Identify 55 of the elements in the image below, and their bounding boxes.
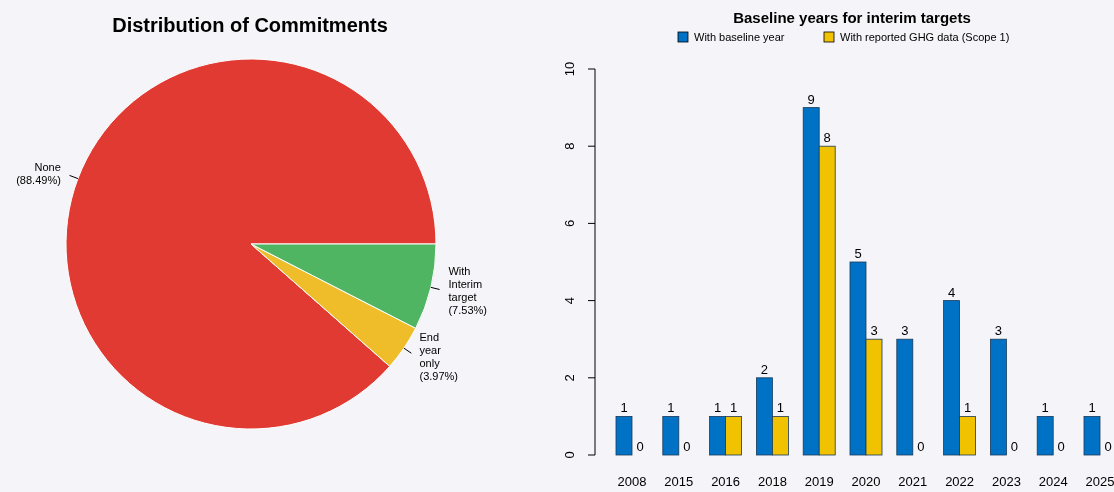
data-label: 2 xyxy=(760,361,769,377)
y-tick-label: 10 xyxy=(562,61,577,77)
x-tick-label: 2015 xyxy=(664,474,694,489)
slice-label: End year only xyxy=(419,330,442,369)
legend-label: With reported GHG data (Scope 1) xyxy=(840,31,1010,43)
x-tick-label: 2020 xyxy=(851,474,881,489)
chart-title: Baseline years for interim targets xyxy=(733,9,971,26)
y-tick-label: 2 xyxy=(562,374,577,382)
data-label: 3 xyxy=(994,323,1003,339)
y-tick-label: 8 xyxy=(562,142,577,150)
bar xyxy=(896,338,914,456)
data-label: (3.97%) xyxy=(419,369,459,382)
x-tick-label: 2022 xyxy=(945,474,975,489)
data-label: 1 xyxy=(963,400,972,416)
x-tick-label: 2025 xyxy=(1085,474,1114,489)
data-label: (7.53%) xyxy=(448,304,487,317)
data-label: 3 xyxy=(901,323,909,339)
data-label: 1 xyxy=(1041,400,1049,416)
bar xyxy=(662,416,680,456)
data-label: 1 xyxy=(620,400,628,416)
x-tick-label: 2019 xyxy=(804,474,834,489)
data-label: 1 xyxy=(1088,400,1096,416)
data-label: 0 xyxy=(1104,439,1112,454)
x-tick-label: 2016 xyxy=(711,474,741,489)
x-tick-label: 2023 xyxy=(991,474,1021,489)
x-tick-label: 2018 xyxy=(757,474,787,489)
data-label: (88.49%) xyxy=(16,174,61,187)
data-label: 1 xyxy=(729,400,738,416)
slice-label: None xyxy=(34,161,61,174)
data-label: 8 xyxy=(823,130,831,146)
data-label: 0 xyxy=(917,439,925,454)
data-label: 0 xyxy=(1057,439,1065,454)
x-tick-label: 2021 xyxy=(898,474,928,489)
bar xyxy=(990,338,1007,456)
data-label: 0 xyxy=(636,439,644,454)
x-tick-label: 2024 xyxy=(1038,474,1068,489)
slice-label: With Interim target xyxy=(448,265,483,304)
data-label: 1 xyxy=(776,400,785,416)
chart-title: Distribution of Commitments xyxy=(112,14,388,36)
y-tick-label: 0 xyxy=(562,451,577,459)
data-label: 0 xyxy=(683,439,691,454)
data-label: 9 xyxy=(807,91,815,107)
data-label: 0 xyxy=(1010,439,1019,454)
legend-label: With baseline year xyxy=(694,31,785,43)
x-tick-label: 2008 xyxy=(617,474,647,489)
data-label: 1 xyxy=(667,400,675,416)
y-tick-label: 6 xyxy=(562,219,577,228)
bar xyxy=(1036,416,1054,456)
data-label: 4 xyxy=(947,284,956,300)
y-tick-label: 4 xyxy=(562,296,577,305)
bar xyxy=(1083,416,1101,456)
data-label: 3 xyxy=(870,323,878,339)
data-label: 1 xyxy=(713,400,722,416)
bar xyxy=(615,416,633,456)
data-label: 5 xyxy=(854,246,862,261)
